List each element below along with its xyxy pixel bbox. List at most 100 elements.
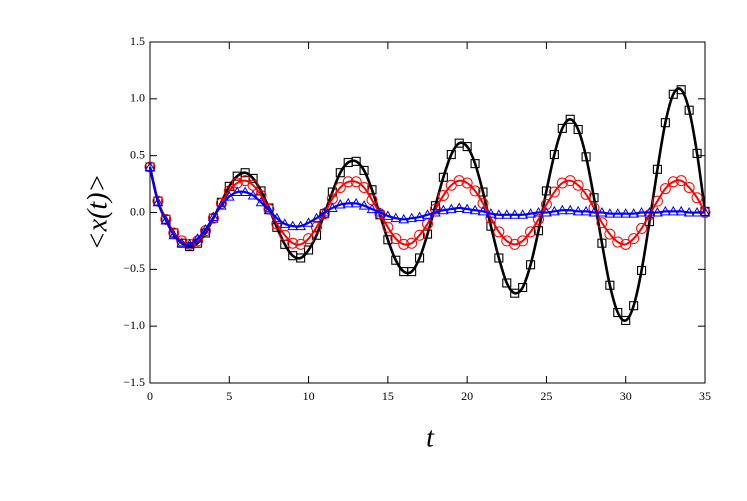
marker [311,212,322,223]
marker [469,204,481,215]
y-tick-label: 0.0 [130,204,145,218]
marker [644,206,655,217]
marker [287,237,299,249]
marker [556,177,568,189]
marker [557,123,567,133]
marker [667,205,679,216]
marker [168,229,180,240]
marker [335,168,345,178]
marker [208,211,219,222]
marker [374,206,386,217]
marker [208,213,218,223]
marker [605,280,615,290]
marker [525,208,536,218]
marker [350,176,362,188]
marker [478,187,488,197]
y-axis-title: <x(t)> [82,174,113,251]
marker [311,221,322,233]
marker [383,235,393,245]
marker [604,208,616,218]
marker [461,177,473,189]
marker [263,204,275,215]
marker [533,206,544,217]
marker [437,189,449,201]
marker [382,221,394,233]
marker [390,233,402,245]
marker [676,85,686,95]
marker [588,206,600,217]
marker [502,278,512,288]
x-tick-label: 35 [699,389,711,403]
marker [422,218,433,230]
x-tick-label: 5 [226,389,232,403]
marker [239,186,251,197]
marker [390,212,402,223]
marker [414,229,426,241]
marker [501,235,513,247]
marker [391,255,401,265]
marker [612,236,624,248]
x-axis-title: t [426,422,435,453]
marker [493,226,505,238]
marker [200,224,211,234]
y-tick-label: −0.5 [123,261,145,275]
x-tick-label: 0 [147,389,153,403]
marker [636,206,647,217]
marker [548,186,560,198]
marker [271,212,283,223]
marker [597,238,607,248]
marker [304,245,314,255]
marker [223,191,235,201]
marker [549,205,560,216]
marker [604,228,616,240]
marker [438,204,449,215]
marker [422,229,433,239]
marker [334,181,346,193]
marker [168,227,180,239]
marker [485,208,497,218]
series-line [149,166,706,246]
y-tick-label: −1.5 [123,375,145,389]
marker [406,237,418,249]
marker [620,208,632,218]
plot-frame [149,41,706,384]
marker [667,176,679,188]
marker [406,212,417,223]
marker [533,213,544,225]
marker [255,196,267,207]
marker [509,209,521,219]
marker [184,238,195,249]
y-tick-label: 1.5 [130,34,145,48]
marker [572,179,584,191]
marker [429,203,441,215]
marker [287,220,299,231]
marker [533,226,544,236]
marker [358,181,370,193]
marker [446,149,456,160]
marker [517,209,528,219]
marker [438,172,448,182]
marker [637,265,647,276]
marker [541,206,552,217]
marker [462,142,472,152]
marker [398,213,410,224]
y-tick-label: −1.0 [123,318,145,332]
marker [477,205,489,216]
marker [556,204,568,215]
marker [675,175,687,187]
y-tick-label: 0.5 [130,147,145,161]
marker [295,238,307,250]
marker [414,211,425,222]
x-tick-label: 30 [620,389,632,403]
marker [549,149,559,160]
marker [699,206,711,217]
marker [691,206,703,217]
marker [216,200,227,210]
marker [659,183,671,195]
marker [675,205,687,216]
marker [192,233,203,243]
marker [509,238,521,250]
marker [279,229,291,241]
marker [683,206,695,217]
marker [231,186,243,197]
